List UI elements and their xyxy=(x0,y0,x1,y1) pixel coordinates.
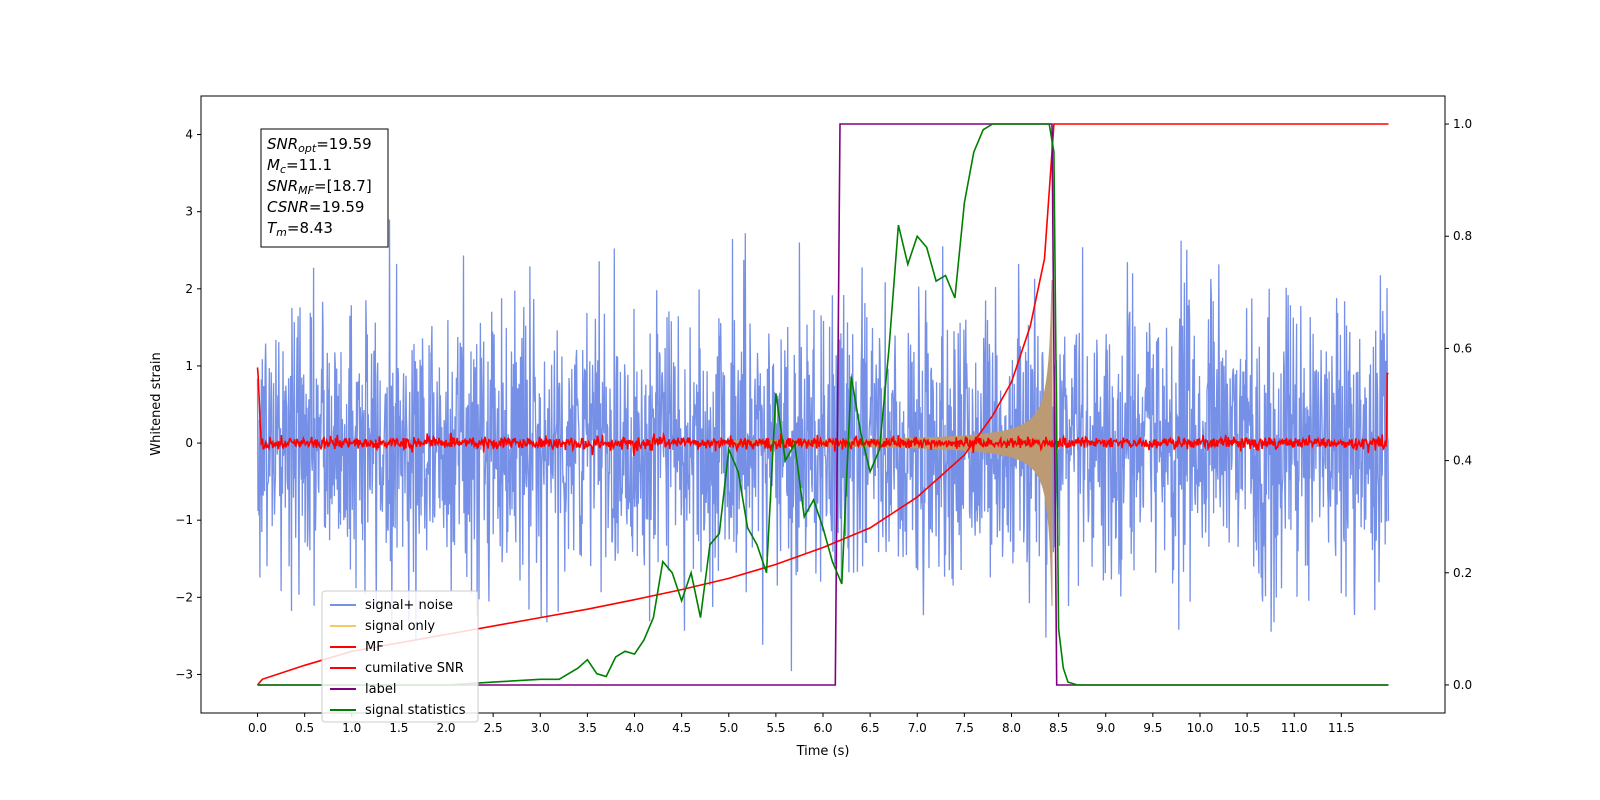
y-tick-label: −2 xyxy=(175,590,193,604)
stats-annotation-line: SNRMF=[18.7] xyxy=(267,177,372,197)
legend-box xyxy=(321,590,479,723)
legend-label: signal+ noise xyxy=(365,598,453,613)
series-mf xyxy=(256,367,1389,456)
x-tick-label: 9.0 xyxy=(1096,721,1115,735)
x-tick-label: 8.0 xyxy=(1002,721,1021,735)
x-tick-label: 10.5 xyxy=(1234,721,1261,735)
x-tick-label: 0.0 xyxy=(248,721,267,735)
x-tick-label: 0.5 xyxy=(295,721,314,735)
series-signal-statistics xyxy=(257,123,1389,686)
stats-annotation-line: SNRopt=19.59 xyxy=(267,135,372,155)
y-right-tick-label: 0.4 xyxy=(1453,454,1472,468)
legend-label: MF xyxy=(365,640,384,655)
x-axis-label: Time (s) xyxy=(796,744,850,759)
y-axis-label: Whitened strain xyxy=(149,352,164,455)
x-tick-label: 5.5 xyxy=(766,721,785,735)
stats-annotation-line: CSNR=19.59 xyxy=(267,198,364,216)
legend-label: cumilative SNR xyxy=(365,661,464,676)
x-tick-label: 11.0 xyxy=(1281,721,1308,735)
x-tick-label: 10.0 xyxy=(1187,721,1214,735)
x-tick-label: 2.0 xyxy=(436,721,455,735)
y-tick-label: −1 xyxy=(175,513,193,527)
stats-annotation-line: Tm=8.43 xyxy=(267,219,333,239)
x-tick-label: 3.5 xyxy=(578,721,597,735)
stats-annotation-line: Mc=11.1 xyxy=(267,156,332,176)
x-tick-label: 7.0 xyxy=(908,721,927,735)
series-signal-noise xyxy=(256,219,1390,672)
x-tick-label: 11.5 xyxy=(1328,721,1355,735)
y-right-tick-label: 0.0 xyxy=(1453,678,1472,692)
x-tick-label: 1.0 xyxy=(342,721,361,735)
y-tick-label: 3 xyxy=(185,205,193,219)
x-tick-label: 4.0 xyxy=(625,721,644,735)
x-tick-label: 6.0 xyxy=(813,721,832,735)
y-tick-label: 0 xyxy=(185,436,193,450)
y-tick-label: −3 xyxy=(175,667,193,681)
x-tick-label: 5.0 xyxy=(719,721,738,735)
x-tick-label: 4.5 xyxy=(672,721,691,735)
x-tick-label: 6.5 xyxy=(861,721,880,735)
legend: signal+ noise signal only MF cumilative SNR… xyxy=(321,590,479,723)
y-right-tick-label: 0.8 xyxy=(1453,229,1472,243)
x-tick-label: 8.5 xyxy=(1049,721,1068,735)
y-tick-label: 2 xyxy=(185,282,193,296)
y-tick-label: 4 xyxy=(185,128,193,142)
y-right-tick-label: 0.2 xyxy=(1453,566,1472,580)
x-tick-label: 2.5 xyxy=(484,721,503,735)
x-tick-label: 3.0 xyxy=(531,721,550,735)
stats-annotation: SNRopt=19.59Mc=11.1SNRMF=[18.7]CSNR=19.5… xyxy=(260,128,389,248)
x-tick-label: 7.5 xyxy=(955,721,974,735)
stats-annotation-box xyxy=(260,128,389,248)
legend-label: signal statistics xyxy=(365,703,466,718)
y-right-tick-label: 1.0 xyxy=(1453,117,1472,131)
legend-label: signal only xyxy=(365,619,435,634)
x-tick-label: 1.5 xyxy=(389,721,408,735)
x-tick-label: 9.5 xyxy=(1143,721,1162,735)
y-right-tick-label: 0.6 xyxy=(1453,341,1472,355)
legend-label: label xyxy=(365,682,396,697)
y-tick-label: 1 xyxy=(185,359,193,373)
